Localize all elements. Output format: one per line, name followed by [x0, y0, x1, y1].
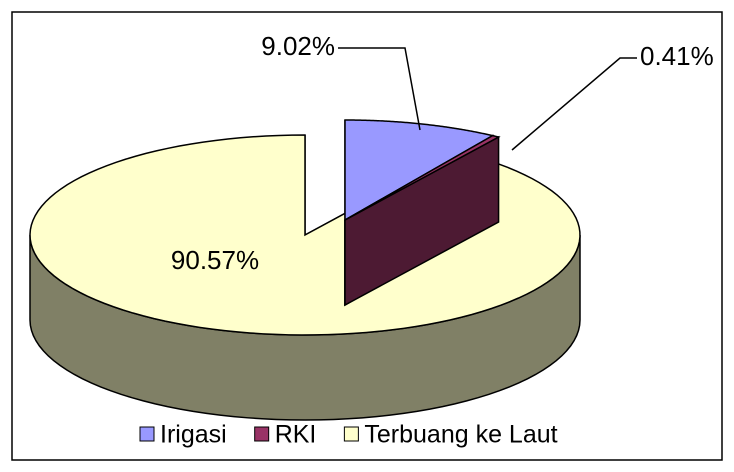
data-label: 9.02% [261, 31, 335, 61]
slice-top [344, 134, 501, 221]
leader-line [511, 57, 637, 151]
legend: Irigasi RKI Terbuang ke Laut [139, 421, 558, 449]
legend-swatch [139, 426, 155, 442]
data-label: 90.57% [171, 245, 259, 275]
legend-label: RKI [275, 421, 317, 449]
data-label: 0.41% [640, 41, 714, 71]
legend-swatch [254, 426, 270, 442]
legend-swatch [343, 426, 359, 442]
legend-label: Irigasi [160, 421, 227, 449]
slice-top [344, 119, 495, 222]
slice [344, 134, 501, 307]
pie: 9.02% 0.41% 90.57% [29, 31, 714, 421]
legend-label: Terbuang ke Laut [364, 421, 557, 449]
leader-line [338, 47, 421, 131]
